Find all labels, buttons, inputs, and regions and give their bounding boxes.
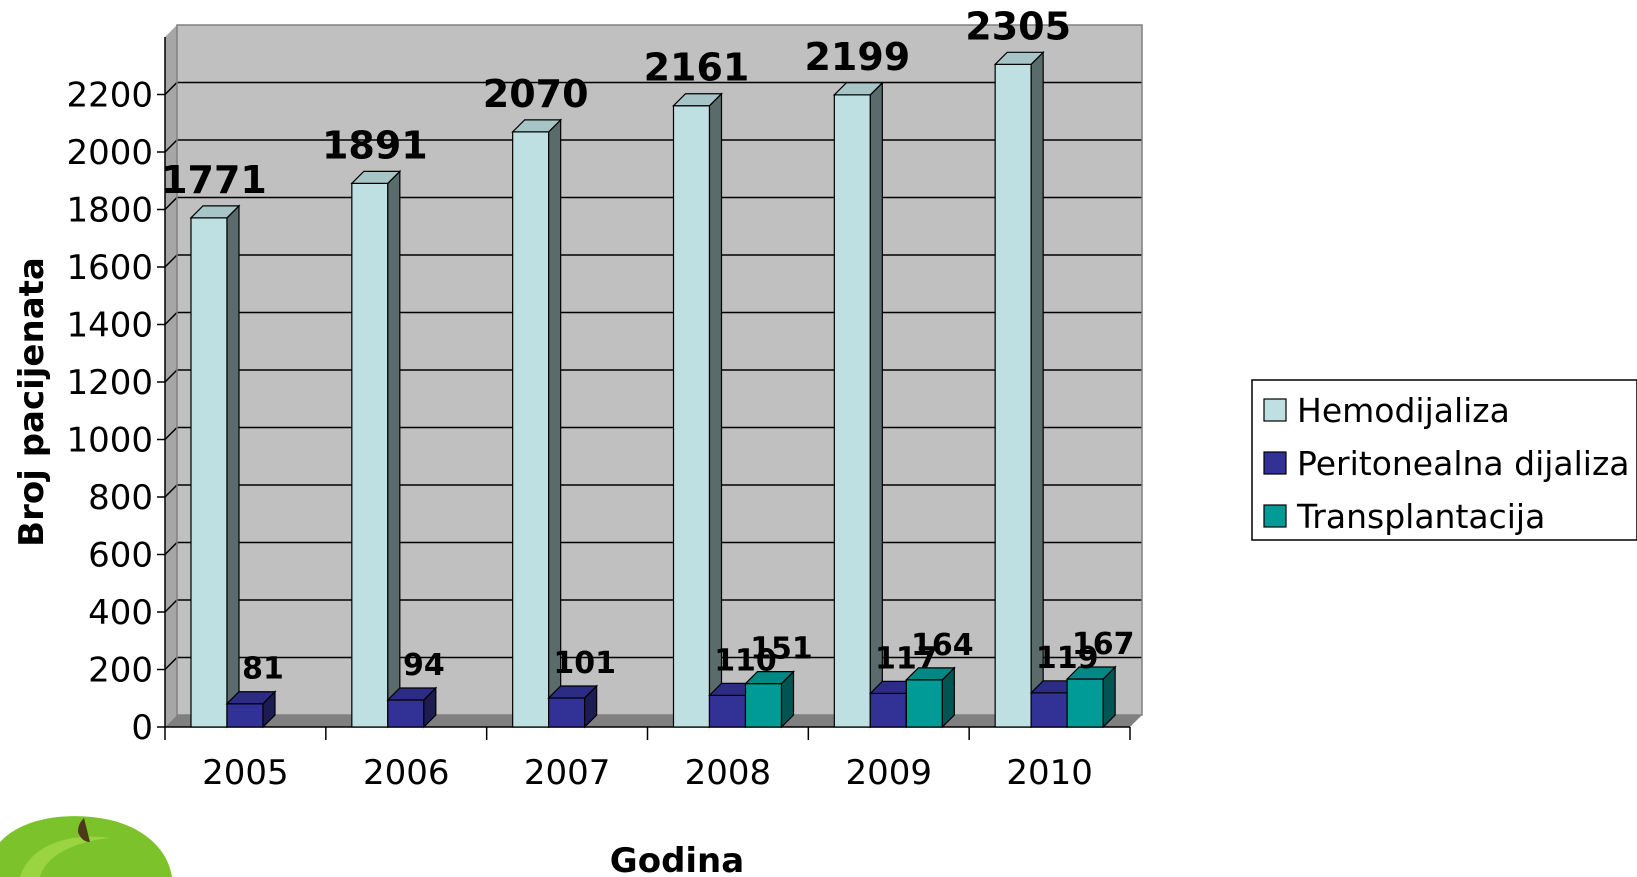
bar-front <box>905 679 943 728</box>
bar-top <box>547 685 599 699</box>
bar-top <box>832 82 884 96</box>
x-tick-label: 2008 <box>685 753 772 793</box>
bar-front <box>190 217 228 728</box>
data-labels: 1771 1891 2070 2161 2199 2305 81 94 101 110 117 119… <box>161 4 1134 686</box>
x-tick-label: 2007 <box>524 753 611 793</box>
legend-label: Hemodijaliza <box>1297 391 1510 430</box>
bar-side <box>387 169 401 729</box>
bar-front <box>1066 678 1104 728</box>
bar <box>904 666 956 729</box>
bar-top <box>744 670 795 685</box>
data-label: 119 <box>1036 641 1099 676</box>
bar-side <box>226 204 240 729</box>
bar-top <box>350 170 402 184</box>
bar <box>672 92 723 729</box>
legend-swatch <box>1263 451 1287 475</box>
y-tick-label: 0 <box>131 708 153 748</box>
y-tick-label: 1000 <box>66 421 153 461</box>
y-tick-label: 600 <box>88 536 153 576</box>
y-tick-label: 200 <box>88 651 153 691</box>
data-label: 94 <box>403 648 445 683</box>
legend-label: Transplantacija <box>1296 497 1545 536</box>
bar-side <box>869 81 883 729</box>
legend-swatch <box>1263 398 1287 422</box>
bar <box>832 81 884 729</box>
x-axis-title: Godina <box>610 841 744 877</box>
y-tick-label: 800 <box>88 478 153 518</box>
bar-front <box>672 105 711 728</box>
bar-top <box>1065 666 1117 680</box>
bar-front <box>833 94 871 728</box>
data-label: 117 <box>875 641 938 676</box>
x-tick-label: 2005 <box>202 753 289 793</box>
bar-side <box>708 92 723 729</box>
data-label: 81 <box>242 652 284 687</box>
bar <box>189 204 241 729</box>
data-label: 167 <box>1072 627 1135 662</box>
apple-logo <box>0 816 172 877</box>
data-label: 2305 <box>965 4 1071 48</box>
bar-top <box>511 119 563 133</box>
bar-top <box>189 205 241 219</box>
bar-side <box>1030 50 1044 729</box>
plot-border <box>176 24 1143 716</box>
legend-label: Peritonealna dijaliza <box>1297 444 1630 483</box>
data-label: 151 <box>750 632 813 667</box>
bar <box>386 686 438 729</box>
data-label: 1771 <box>161 158 267 202</box>
bar-front <box>512 131 550 728</box>
legend-box <box>1251 379 1637 541</box>
bar-top <box>672 93 723 107</box>
legend-swatch <box>1263 504 1287 528</box>
y-tick-label: 2000 <box>66 133 153 173</box>
bar-top <box>993 51 1045 65</box>
axes: 0 200 400 600 800 1000 1200 1400 1600 1800 2000 220… <box>66 24 1143 793</box>
y-tick-label: 2200 <box>66 76 153 116</box>
y-tick-label: 400 <box>88 593 153 633</box>
bar-side <box>548 118 562 729</box>
bar-front <box>1030 692 1068 728</box>
bar <box>225 690 277 729</box>
bar <box>1065 665 1117 729</box>
bar-front <box>744 682 783 728</box>
bar-front <box>548 697 586 728</box>
bar <box>350 169 402 729</box>
x-tick-label: 2010 <box>1006 753 1093 793</box>
bar-front <box>387 699 425 728</box>
bar-front <box>351 182 389 728</box>
bar-front <box>869 692 907 728</box>
bar-top <box>225 691 277 705</box>
data-label: 101 <box>553 646 616 681</box>
data-label: 2199 <box>804 35 910 79</box>
bar <box>547 684 599 729</box>
x-tick-label: 2009 <box>845 753 932 793</box>
data-label: 1891 <box>322 123 428 167</box>
x-tick-label: 2006 <box>363 753 450 793</box>
y-tick-label: 1400 <box>66 306 153 346</box>
legend: Hemodijaliza Peritonealna dijaliza Transpl… <box>1251 379 1637 541</box>
bar-front <box>226 703 264 728</box>
y-tick-label: 1600 <box>66 248 153 288</box>
y-tick-label: 1200 <box>66 363 153 403</box>
data-label: 164 <box>911 628 974 663</box>
data-label: 110 <box>714 643 777 678</box>
bar <box>511 118 563 729</box>
bar <box>744 670 795 729</box>
bar-top <box>386 687 438 701</box>
bars <box>189 50 1117 729</box>
y-tick-label: 1800 <box>66 191 153 231</box>
data-label: 2070 <box>483 72 589 116</box>
bar-front <box>994 63 1032 728</box>
bar-top <box>904 667 956 681</box>
bar-front <box>708 694 747 728</box>
bar <box>993 50 1045 729</box>
y-axis-title: Broj pacijenata <box>12 257 52 547</box>
data-label: 2161 <box>644 46 750 90</box>
